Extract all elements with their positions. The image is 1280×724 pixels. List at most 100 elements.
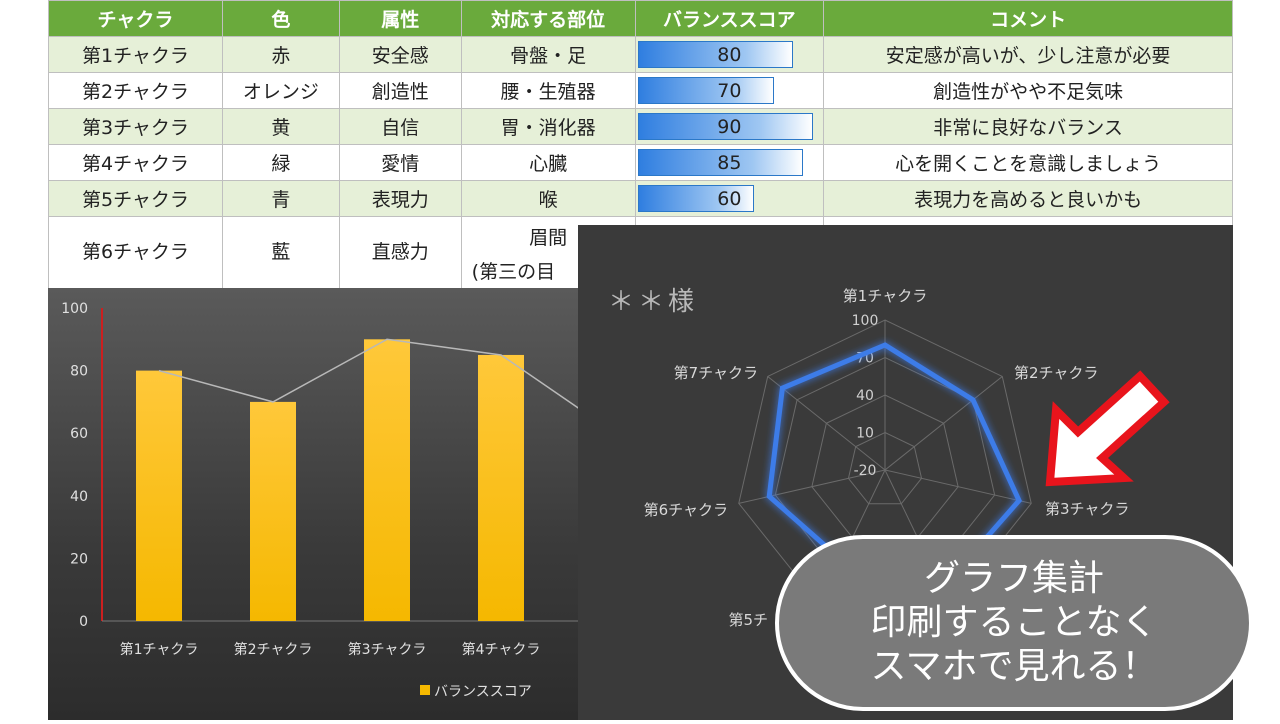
cell-color[interactable]: 黄 <box>221 108 340 145</box>
cell-color[interactable]: オレンジ <box>221 72 340 109</box>
bar <box>136 370 182 621</box>
cell-score[interactable]: 90 <box>634 108 825 145</box>
score-value: 70 <box>717 79 742 102</box>
score-value: 80 <box>717 43 742 66</box>
callout-bubble: グラフ集計 印刷することなく スマホで見れる！ <box>775 535 1253 711</box>
header-attribute[interactable]: 属性 <box>338 0 462 37</box>
cell-color[interactable]: 赤 <box>221 36 340 73</box>
radar-spoke <box>884 376 1003 471</box>
cell-chakra[interactable]: 第6チャクラ <box>48 216 223 288</box>
trend-line <box>158 338 616 434</box>
radar-spoke <box>767 376 886 471</box>
header-comment[interactable]: コメント <box>823 0 1233 37</box>
callout-line: グラフ集計 <box>923 558 1104 599</box>
x-tick-label: 第2チャクラ <box>234 641 313 658</box>
cell-attribute[interactable]: 創造性 <box>338 72 462 109</box>
cell-body-part-line2: (第三の目 <box>471 261 556 283</box>
x-tick-label: 第4チャクラ <box>462 641 541 658</box>
cell-comment[interactable]: 安定感が高いが、少し注意が必要 <box>823 36 1233 73</box>
table-row: 第4チャクラ 緑 愛情 心臓 85 心を開くことを意識しましょう <box>48 144 1233 181</box>
cell-attribute[interactable]: 自信 <box>338 108 462 145</box>
cell-color[interactable]: 緑 <box>221 144 340 181</box>
cell-color[interactable]: 藍 <box>221 216 340 288</box>
cell-chakra[interactable]: 第3チャクラ <box>48 108 223 145</box>
radar-spoke <box>738 469 886 504</box>
score-databar <box>637 41 794 68</box>
radar-ring-label: 10 <box>856 426 874 442</box>
cell-attribute[interactable]: 安全感 <box>338 36 462 73</box>
bar <box>364 339 410 621</box>
cell-attribute[interactable]: 愛情 <box>338 144 462 181</box>
score-databar <box>637 185 755 212</box>
arrow-icon <box>1045 370 1170 487</box>
radar-axis-label: 第2チャクラ <box>1014 364 1098 382</box>
header-row: チャクラ 色 属性 対応する部位 バランススコア コメント <box>48 0 1233 37</box>
radar-ring-label: 40 <box>856 388 874 404</box>
bar-chart-panel: 020406080100第1チャクラ第2チャクラ第3チャクラ第4チャクラ第バラン… <box>48 288 638 720</box>
bar-chart: 020406080100第1チャクラ第2チャクラ第3チャクラ第4チャクラ第バラン… <box>61 301 638 700</box>
radar-axis-label: 第7チャクラ <box>674 364 758 382</box>
header-color[interactable]: 色 <box>221 0 340 37</box>
bar <box>478 354 524 621</box>
cell-body-part[interactable]: 喉 <box>460 180 636 217</box>
cell-chakra[interactable]: 第5チャクラ <box>48 180 223 217</box>
y-tick-label: 20 <box>70 551 88 567</box>
cell-attribute[interactable]: 直感力 <box>338 216 462 288</box>
score-databar <box>637 77 774 104</box>
score-value: 60 <box>717 187 742 210</box>
cell-score[interactable]: 70 <box>634 72 825 109</box>
x-tick-label: 第1チャクラ <box>120 641 199 658</box>
cell-attribute[interactable]: 表現力 <box>338 180 462 217</box>
cell-comment[interactable]: 表現力を高めると良いかも <box>823 180 1233 217</box>
cell-body-part[interactable]: 腰・生殖器 <box>460 72 636 109</box>
radar-spoke <box>884 469 1032 504</box>
header-balance-score[interactable]: バランススコア <box>634 0 825 37</box>
score-value: 90 <box>717 115 742 138</box>
cell-body-part[interactable]: 心臓 <box>460 144 636 181</box>
bar <box>250 401 296 621</box>
y-tick-label: 80 <box>70 364 88 380</box>
y-tick-label: 100 <box>61 301 88 317</box>
header-body-part[interactable]: 対応する部位 <box>460 0 636 37</box>
cell-color[interactable]: 青 <box>221 180 340 217</box>
cell-comment[interactable]: 心を開くことを意識しましょう <box>823 144 1233 181</box>
score-databar <box>637 113 813 140</box>
table-row: 第3チャクラ 黄 自信 胃・消化器 90 非常に良好なバランス <box>48 108 1233 145</box>
cell-chakra[interactable]: 第4チャクラ <box>48 144 223 181</box>
legend-swatch <box>420 685 430 695</box>
radar-ring-label: -20 <box>854 463 877 479</box>
score-value: 85 <box>717 151 742 174</box>
legend-label: バランススコア <box>434 684 532 700</box>
cell-comment[interactable]: 非常に良好なバランス <box>823 108 1233 145</box>
y-tick-label: 0 <box>79 614 88 630</box>
callout-line: 印刷することなく <box>870 602 1158 643</box>
cell-score[interactable]: 60 <box>634 180 825 217</box>
radar-axis-label: 第6チャクラ <box>644 501 728 519</box>
table-row: 第1チャクラ 赤 安全感 骨盤・足 80 安定感が高いが、少し注意が必要 <box>48 36 1233 73</box>
cell-attribute-text: 直感力 <box>371 241 429 263</box>
cell-comment[interactable]: 創造性がやや不足気味 <box>823 72 1233 109</box>
cell-chakra[interactable]: 第2チャクラ <box>48 72 223 109</box>
cell-body-part[interactable]: 骨盤・足 <box>460 36 636 73</box>
cell-score[interactable]: 85 <box>634 144 825 181</box>
score-databar <box>637 149 803 176</box>
radar-grid-ring <box>847 431 923 505</box>
callout-line: スマホで見れる！ <box>870 646 1158 687</box>
radar-axis-label: 第5チ <box>728 611 768 629</box>
header-chakra[interactable]: チャクラ <box>48 0 223 37</box>
table-row: 第2チャクラ オレンジ 創造性 腰・生殖器 70 創造性がやや不足気味 <box>48 72 1233 109</box>
table-row: 第5チャクラ 青 表現力 喉 60 表現力を高めると良いかも <box>48 180 1233 217</box>
cell-body-part[interactable]: 胃・消化器 <box>460 108 636 145</box>
cell-color-text: 藍 <box>271 241 291 263</box>
x-tick-label: 第3チャクラ <box>348 641 427 658</box>
cell-chakra-text: 第6チャクラ <box>81 241 189 263</box>
radar-ring-label: 100 <box>852 313 879 329</box>
y-tick-label: 60 <box>70 426 88 442</box>
customer-name-label: ＊＊様 <box>608 287 699 317</box>
cell-score[interactable]: 80 <box>634 36 825 73</box>
chakra-table: チャクラ 色 属性 対応する部位 バランススコア コメント 第1チャクラ 赤 安… <box>48 0 1233 288</box>
cell-chakra[interactable]: 第1チャクラ <box>48 36 223 73</box>
spreadsheet: チャクラ 色 属性 対応する部位 バランススコア コメント 第1チャクラ 赤 安… <box>48 0 1233 288</box>
cell-body-part-line1: 眉間 <box>529 227 568 249</box>
radar-axis-label: 第3チャクラ <box>1045 500 1129 518</box>
